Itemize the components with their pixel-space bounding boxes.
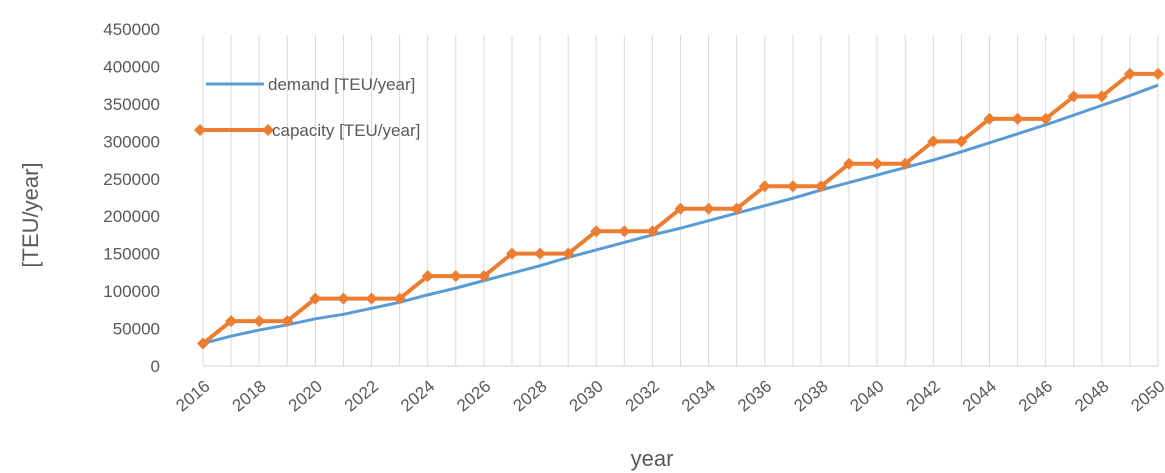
- data-point: [309, 292, 322, 305]
- x-tick-label: 2040: [846, 377, 887, 416]
- data-point: [197, 337, 209, 350]
- x-tick-label: 2044: [959, 377, 1000, 416]
- x-tick-label: 2026: [453, 377, 494, 416]
- series-line: [202, 83, 1159, 345]
- y-tick-label: 250000: [103, 170, 160, 189]
- series-demand: [202, 83, 1159, 345]
- data-point: [843, 157, 856, 170]
- data-point: [337, 292, 350, 305]
- series-capacity: [197, 67, 1164, 350]
- data-point: [899, 157, 912, 170]
- legend-swatch-marker: [194, 124, 206, 136]
- data-point: [786, 180, 799, 193]
- x-tick-label: 2048: [1071, 377, 1112, 416]
- x-tick-label: 2022: [341, 377, 382, 416]
- y-tick-label: 150000: [103, 245, 160, 264]
- x-tick-label: 2050: [1127, 377, 1165, 416]
- data-point: [730, 202, 743, 215]
- data-point: [814, 180, 827, 193]
- x-axis-title: year: [631, 446, 674, 471]
- data-point: [758, 180, 771, 193]
- y-tick-label: 300000: [103, 132, 160, 151]
- data-point: [449, 270, 462, 283]
- y-tick-label: 350000: [103, 95, 160, 114]
- data-point: [477, 270, 490, 283]
- x-tick-label: 2042: [903, 377, 944, 416]
- data-point: [253, 315, 266, 328]
- x-tick-label: 2034: [678, 377, 719, 416]
- data-point: [421, 270, 434, 283]
- data-point: [1152, 67, 1164, 80]
- legend-item: capacity [TEU/year]: [194, 121, 420, 140]
- y-tick-label: 200000: [103, 207, 160, 226]
- legend-item: demand [TEU/year]: [206, 75, 415, 94]
- data-point: [534, 247, 547, 260]
- data-point: [646, 225, 659, 238]
- data-point: [365, 292, 378, 305]
- legend: demand [TEU/year] capacity [TEU/year]: [194, 75, 420, 140]
- y-tick-label: 450000: [103, 20, 160, 39]
- x-tick-label: 2028: [509, 377, 550, 416]
- legend-label: capacity [TEU/year]: [272, 121, 420, 140]
- x-tick-label: 2024: [397, 377, 438, 416]
- y-tick-label: 100000: [103, 282, 160, 301]
- x-tick-label: 2032: [622, 377, 663, 416]
- data-point: [1123, 67, 1136, 80]
- x-tick-label: 2036: [734, 377, 775, 416]
- legend-swatch-marker: [262, 124, 274, 136]
- data-point: [983, 112, 996, 125]
- vertical-gridlines: [202, 35, 1159, 366]
- series-layer: [197, 67, 1164, 350]
- data-point: [1095, 90, 1108, 103]
- x-tick-label: 2020: [285, 377, 326, 416]
- data-point: [927, 135, 940, 148]
- data-point: [674, 202, 687, 215]
- data-point: [505, 247, 518, 260]
- x-tick-label: 2038: [790, 377, 831, 416]
- data-point: [1011, 112, 1024, 125]
- legend-label: demand [TEU/year]: [268, 75, 415, 94]
- data-point: [225, 315, 238, 328]
- data-point: [1039, 112, 1052, 125]
- data-point: [393, 292, 406, 305]
- x-axis-tick-labels: 2016 2018 2020 2022 2024 2026 2028 2030 2032 2034…: [172, 377, 1165, 416]
- data-point: [281, 315, 294, 328]
- y-tick-label: 50000: [113, 320, 160, 339]
- y-tick-label: 0: [151, 357, 160, 376]
- y-tick-label: 400000: [103, 57, 160, 76]
- y-axis-tick-labels: 0 50000 100000 150000 200000 250000 300000 3500…: [103, 20, 160, 376]
- x-tick-label: 2030: [566, 377, 607, 416]
- y-axis-title: [TEU/year]: [18, 162, 43, 267]
- data-point: [590, 225, 603, 238]
- data-point: [702, 202, 715, 215]
- data-point: [562, 247, 575, 260]
- x-tick-label: 2016: [172, 377, 213, 416]
- data-point: [871, 157, 884, 170]
- data-point: [618, 225, 631, 238]
- data-point: [1067, 90, 1080, 103]
- x-tick-label: 2018: [229, 377, 270, 416]
- data-point: [955, 135, 968, 148]
- x-tick-label: 2046: [1015, 377, 1056, 416]
